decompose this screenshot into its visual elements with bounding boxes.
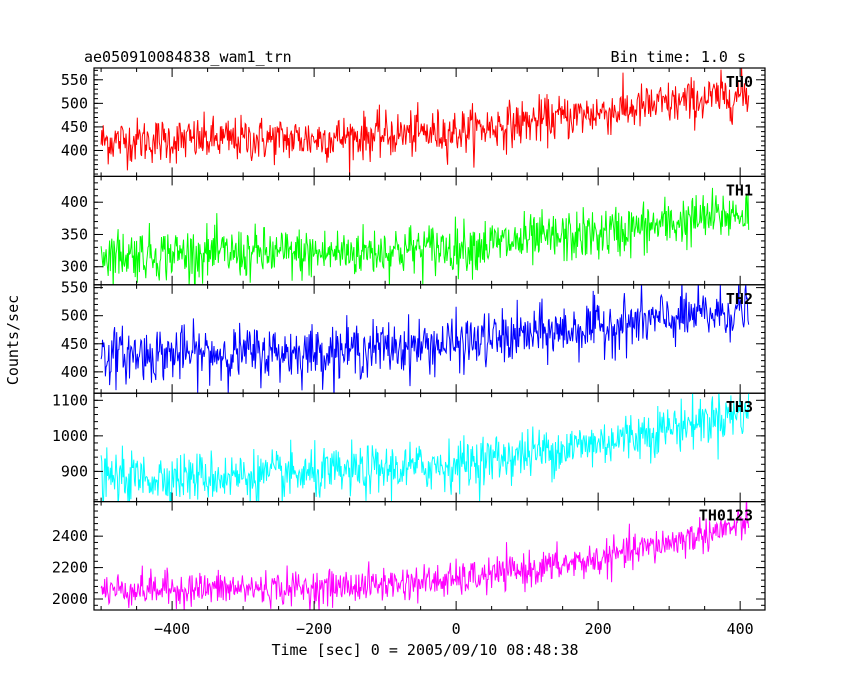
y-tick-label: 1100 bbox=[52, 391, 88, 409]
y-tick-label: 400 bbox=[61, 193, 88, 211]
panel-frame bbox=[93, 501, 766, 611]
x-tick-label: 200 bbox=[585, 620, 612, 638]
y-tick-label: 550 bbox=[61, 279, 88, 297]
y-tick-label: 500 bbox=[61, 307, 88, 325]
y-tick-label: 400 bbox=[61, 363, 88, 381]
series-line-th1 bbox=[100, 187, 750, 285]
y-tick-label: 450 bbox=[61, 118, 88, 136]
y-axis-label: Counts/sec bbox=[4, 295, 22, 385]
y-tick-label: 400 bbox=[61, 141, 88, 159]
y-tick-label: 450 bbox=[61, 335, 88, 353]
panel-label: TH3 bbox=[726, 398, 753, 416]
panel-th0: TH0 400 450 500 550 bbox=[61, 67, 766, 178]
panels-group: TH0 400 450 500 550 TH1 300 350 400 TH2 400 450 500 5… bbox=[52, 67, 766, 611]
series-line-th3 bbox=[100, 393, 750, 502]
y-tick-label: 550 bbox=[61, 71, 88, 89]
x-tick-label: 0 bbox=[452, 620, 461, 638]
y-tick-label: 900 bbox=[61, 462, 88, 480]
series-line-th0 bbox=[100, 68, 750, 177]
panel-label: TH0123 bbox=[699, 507, 753, 525]
y-tick-label: 2000 bbox=[52, 590, 88, 608]
y-tick-label: 1000 bbox=[52, 427, 88, 445]
series-line-th2 bbox=[100, 284, 750, 394]
series-line-th0123 bbox=[100, 501, 750, 611]
x-tick-label: −400 bbox=[154, 620, 190, 638]
panel-label: TH1 bbox=[726, 181, 753, 199]
panel-th1: TH1 300 350 400 bbox=[61, 175, 766, 286]
y-tick-label: 500 bbox=[61, 94, 88, 112]
bin-time-label: Bin time: 1.0 s bbox=[611, 48, 746, 66]
panel-th3: TH3 900 1000 1100 bbox=[52, 391, 766, 503]
y-tick-label: 2200 bbox=[52, 559, 88, 577]
y-tick-label: 350 bbox=[61, 225, 88, 243]
y-tick-label: 2400 bbox=[52, 527, 88, 545]
x-tick-label: 400 bbox=[727, 620, 754, 638]
chart-title: ae050910084838_wam1_trn bbox=[84, 48, 292, 66]
panel-label: TH0 bbox=[726, 73, 753, 91]
y-tick-label: 300 bbox=[61, 258, 88, 276]
panel-th2: TH2 400 450 500 550 bbox=[61, 279, 766, 394]
x-axis-label: Time [sec] 0 = 2005/09/10 08:48:38 bbox=[271, 641, 578, 659]
panel-frame bbox=[93, 67, 766, 178]
x-axis: −400 −200 0 200 400 bbox=[154, 620, 754, 638]
panel-th0123: TH0123 2000 2200 2400 bbox=[52, 501, 766, 611]
panel-label: TH2 bbox=[726, 290, 753, 308]
x-tick-label: −200 bbox=[296, 620, 332, 638]
